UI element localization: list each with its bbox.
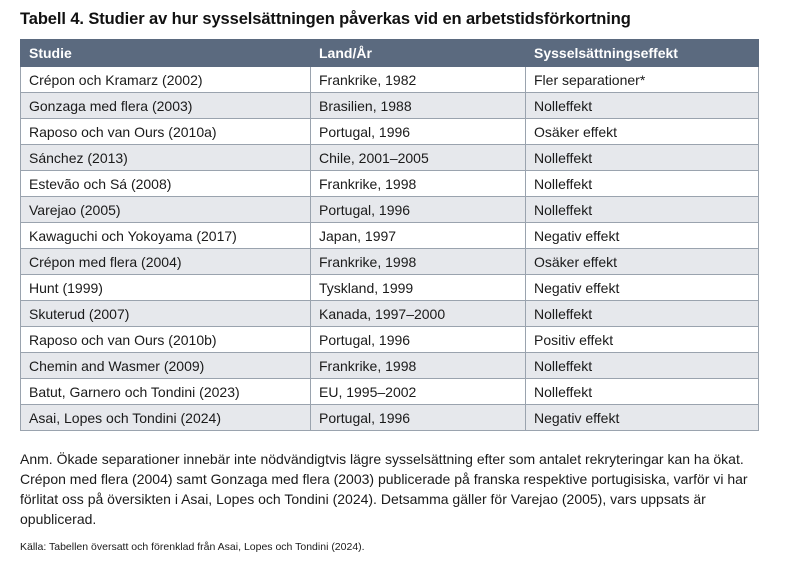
cell-effect: Nolleffekt — [525, 92, 759, 119]
cell-study: Batut, Garnero och Tondini (2023) — [20, 378, 311, 405]
cell-study: Raposo och van Ours (2010b) — [20, 326, 311, 353]
table-row: Sánchez (2013) Chile, 2001–2005 Nolleffekt — [20, 144, 759, 171]
table-title: Tabell 4. Studier av hur sysselsättninge… — [20, 10, 631, 28]
table-row: Varejao (2005) Portugal, 1996 Nolleffekt — [20, 196, 759, 223]
cell-effect: Negativ effekt — [525, 274, 759, 301]
table-header: Studie Land/År Sysselsättningseffekt — [20, 39, 759, 67]
table-row: Estevão och Sá (2008) Frankrike, 1998 Noll… — [20, 170, 759, 197]
cell-country-year: Chile, 2001–2005 — [310, 144, 526, 171]
cell-effect: Negativ effekt — [525, 404, 759, 431]
cell-country-year: Portugal, 1996 — [310, 404, 526, 431]
cell-effect: Nolleffekt — [525, 196, 759, 223]
table-row: Chemin and Wasmer (2009) Frankrike, 1998 N… — [20, 352, 759, 379]
cell-study: Hunt (1999) — [20, 274, 311, 301]
table-note: Anm. Ökade separationer innebär inte nöd… — [20, 451, 748, 527]
cell-study: Kawaguchi och Yokoyama (2017) — [20, 222, 311, 249]
cell-country-year: Brasilien, 1988 — [310, 92, 526, 119]
cell-country-year: Portugal, 1996 — [310, 326, 526, 353]
cell-effect: Osäker effekt — [525, 248, 759, 275]
cell-country-year: Frankrike, 1998 — [310, 352, 526, 379]
table-row: Batut, Garnero och Tondini (2023) EU, 199… — [20, 378, 759, 405]
cell-country-year: Frankrike, 1998 — [310, 170, 526, 197]
cell-country-year: Tyskland, 1999 — [310, 274, 526, 301]
header-study: Studie — [20, 39, 311, 67]
cell-effect: Nolleffekt — [525, 170, 759, 197]
cell-study: Raposo och van Ours (2010a) — [20, 118, 311, 145]
cell-study: Asai, Lopes och Tondini (2024) — [20, 404, 311, 431]
cell-country-year: Portugal, 1996 — [310, 118, 526, 145]
cell-effect: Nolleffekt — [525, 378, 759, 405]
header-row: Studie Land/År Sysselsättningseffekt — [20, 39, 759, 67]
cell-effect: Nolleffekt — [525, 144, 759, 171]
cell-country-year: Japan, 1997 — [310, 222, 526, 249]
cell-effect: Negativ effekt — [525, 222, 759, 249]
cell-effect: Positiv effekt — [525, 326, 759, 353]
table-row: Crépon med flera (2004) Frankrike, 1998 Os… — [20, 248, 759, 275]
table-row: Hunt (1999) Tyskland, 1999 Negativ effekt — [20, 274, 759, 301]
cell-effect: Nolleffekt — [525, 300, 759, 327]
table-body: Crépon och Kramarz (2002) Frankrike, 1982… — [20, 66, 759, 431]
cell-study: Crépon med flera (2004) — [20, 248, 311, 275]
table-row: Asai, Lopes och Tondini (2024) Portugal, … — [20, 404, 759, 431]
cell-effect: Osäker effekt — [525, 118, 759, 145]
table-row: Kawaguchi och Yokoyama (2017) Japan, 1997… — [20, 222, 759, 249]
cell-effect: Fler separationer* — [525, 66, 759, 93]
cell-effect: Nolleffekt — [525, 352, 759, 379]
studies-table: Studie Land/År Sysselsättningseffekt Cré… — [20, 39, 759, 431]
table-row: Raposo och van Ours (2010a) Portugal, 199… — [20, 118, 759, 145]
cell-country-year: Frankrike, 1982 — [310, 66, 526, 93]
cell-study: Sánchez (2013) — [20, 144, 311, 171]
header-employment-effect: Sysselsättningseffekt — [525, 39, 759, 67]
cell-study: Gonzaga med flera (2003) — [20, 92, 311, 119]
table-source: Källa: Tabellen översatt och förenklad f… — [20, 541, 365, 553]
table-row: Skuterud (2007) Kanada, 1997–2000 Nolleffe… — [20, 300, 759, 327]
cell-study: Crépon och Kramarz (2002) — [20, 66, 311, 93]
cell-study: Varejao (2005) — [20, 196, 311, 223]
header-country-year: Land/År — [310, 39, 526, 67]
cell-country-year: EU, 1995–2002 — [310, 378, 526, 405]
cell-study: Estevão och Sá (2008) — [20, 170, 311, 197]
cell-study: Skuterud (2007) — [20, 300, 311, 327]
table-row: Gonzaga med flera (2003) Brasilien, 1988 N… — [20, 92, 759, 119]
cell-country-year: Portugal, 1996 — [310, 196, 526, 223]
cell-country-year: Kanada, 1997–2000 — [310, 300, 526, 327]
cell-study: Chemin and Wasmer (2009) — [20, 352, 311, 379]
table-row: Raposo och van Ours (2010b) Portugal, 199… — [20, 326, 759, 353]
cell-country-year: Frankrike, 1998 — [310, 248, 526, 275]
table-row: Crépon och Kramarz (2002) Frankrike, 1982… — [20, 66, 759, 93]
